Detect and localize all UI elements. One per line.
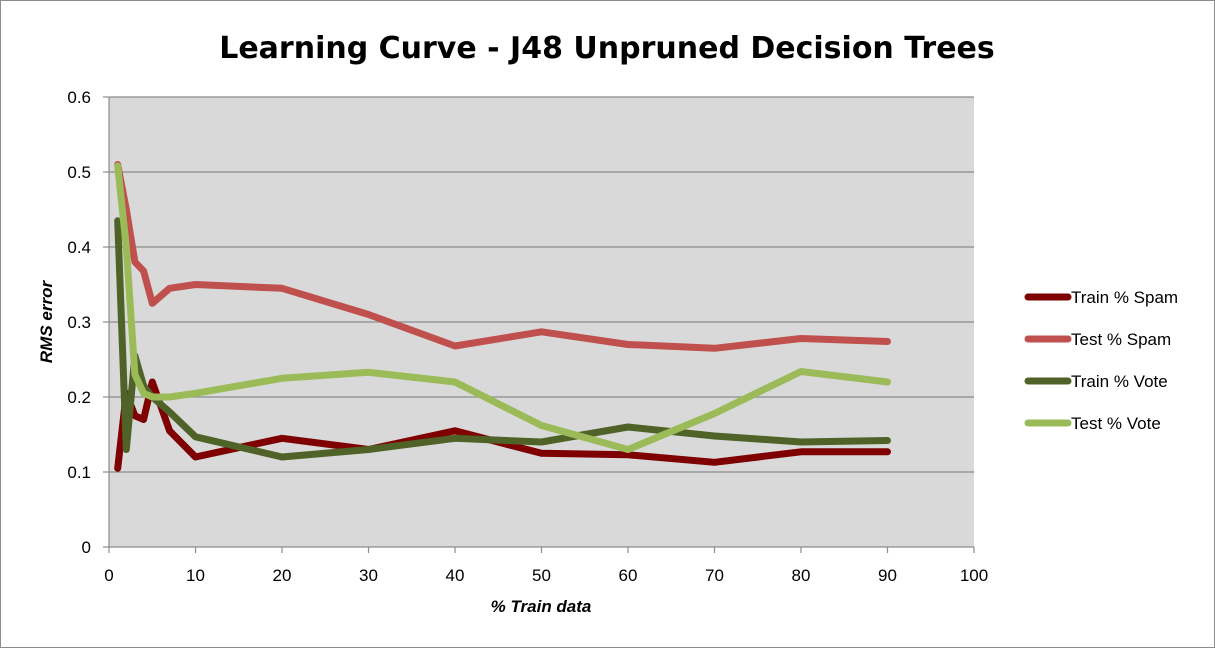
x-tick-label: 0: [104, 566, 113, 585]
series-line-train-spam: [114, 378, 891, 472]
chart-title: Learning Curve - J48 Unpruned Decision T…: [219, 31, 995, 66]
y-tick-label: 0.2: [67, 388, 91, 407]
series-line-test-spam: [114, 161, 891, 352]
legend-label-test-spam: Test % Spam: [1071, 330, 1171, 349]
y-tick-label: 0.4: [67, 238, 91, 257]
y-tick-label: 0.3: [67, 313, 91, 332]
x-tick-label: 100: [960, 566, 988, 585]
legend-label-train-spam: Train % Spam: [1071, 288, 1178, 307]
x-axis-ticks: 0 10 20 30 40 50 60 70 80 90 100: [104, 547, 988, 585]
x-tick-label: 10: [186, 566, 205, 585]
x-tick-label: 80: [792, 566, 811, 585]
x-tick-label: 20: [273, 566, 292, 585]
x-tick-label: 70: [705, 566, 724, 585]
y-tick-label: 0.1: [67, 463, 91, 482]
legend-label-train-vote: Train % Vote: [1071, 372, 1168, 391]
x-tick-label: 90: [878, 566, 897, 585]
y-axis-ticks: 0 0.1 0.2 0.3 0.4 0.5 0.6: [67, 88, 109, 557]
x-tick-label: 60: [619, 566, 638, 585]
x-tick-label: 50: [532, 566, 551, 585]
y-tick-label: 0.5: [67, 163, 91, 182]
y-tick-label: 0.6: [67, 88, 91, 107]
y-axis-label: RMS error: [37, 280, 56, 364]
series-lines: [114, 161, 891, 472]
x-axis-label: % Train data: [491, 597, 592, 616]
y-tick-label: 0: [82, 538, 91, 557]
x-tick-label: 40: [446, 566, 465, 585]
gridlines: [109, 96, 974, 473]
legend-label-test-vote: Test % Vote: [1071, 414, 1161, 433]
x-tick-label: 30: [359, 566, 378, 585]
legend: Train % Spam Test % Spam Train % Vote Test …: [1024, 288, 1178, 433]
series-line-test-vote: [114, 162, 891, 453]
